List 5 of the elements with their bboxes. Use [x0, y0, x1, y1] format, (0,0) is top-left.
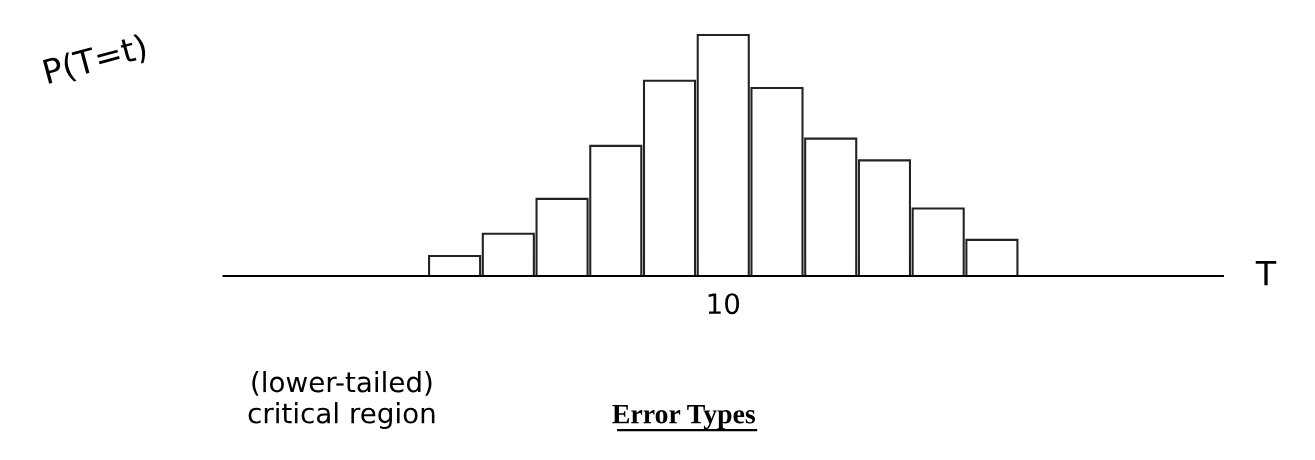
- x-tick-label: 10: [708, 293, 740, 315]
- text: (lower-tailed) critical region: [248, 370, 435, 429]
- text: T: [1255, 260, 1277, 286]
- text: Error Types: [612, 405, 756, 430]
- text: P(T=t): [42, 32, 149, 88]
